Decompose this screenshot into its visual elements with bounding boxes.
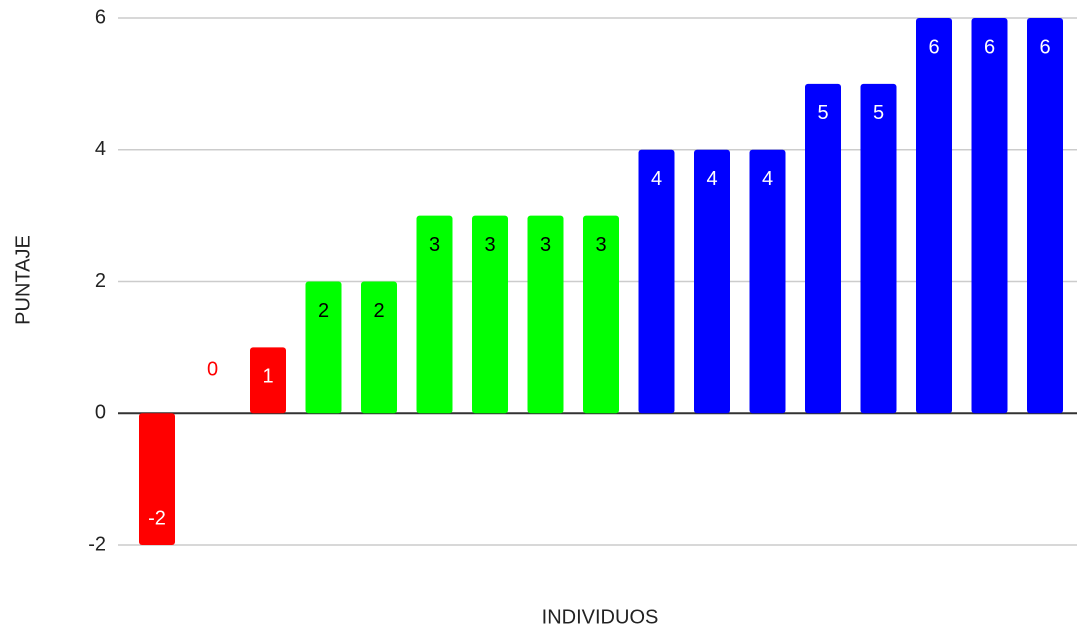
- bar: [916, 18, 952, 414]
- bar: [250, 347, 286, 414]
- y-axis-label: PUNTAJE: [12, 235, 34, 325]
- bar: [305, 281, 342, 414]
- bar: [139, 413, 175, 545]
- x-axis-label: INDIVIDUOS: [542, 606, 659, 628]
- y-tick-label: 4: [95, 138, 106, 160]
- data-label: 6: [984, 36, 995, 58]
- bar: [694, 149, 730, 414]
- y-tick-label: 6: [95, 6, 106, 28]
- data-label: 3: [484, 234, 495, 256]
- data-label: 4: [651, 168, 662, 190]
- data-label: 2: [373, 300, 384, 322]
- data-label: 4: [762, 168, 773, 190]
- data-label: 1: [262, 366, 273, 388]
- data-label: 5: [817, 102, 828, 124]
- bar: [361, 281, 397, 414]
- data-label: 3: [540, 234, 551, 256]
- data-label: 4: [706, 168, 717, 190]
- data-label: 5: [873, 102, 884, 124]
- y-tick-label: 2: [95, 270, 106, 292]
- data-label: -2: [148, 507, 166, 529]
- data-label: 2: [318, 300, 329, 322]
- bar: [749, 149, 786, 414]
- bar: [805, 83, 841, 414]
- bar: [527, 215, 564, 414]
- data-label: 0: [207, 359, 218, 381]
- bar: [1027, 18, 1063, 414]
- bar: [472, 215, 508, 414]
- bar: [860, 83, 897, 414]
- data-label: 3: [595, 234, 606, 256]
- data-label: 3: [429, 234, 440, 256]
- bar: [971, 18, 1008, 414]
- y-tick-label: 0: [95, 402, 106, 424]
- bar: [638, 149, 675, 414]
- data-label: 6: [928, 36, 939, 58]
- y-tick-label: -2: [88, 533, 106, 555]
- bar: [583, 215, 619, 414]
- bar: [416, 215, 453, 414]
- data-label: 6: [1039, 36, 1050, 58]
